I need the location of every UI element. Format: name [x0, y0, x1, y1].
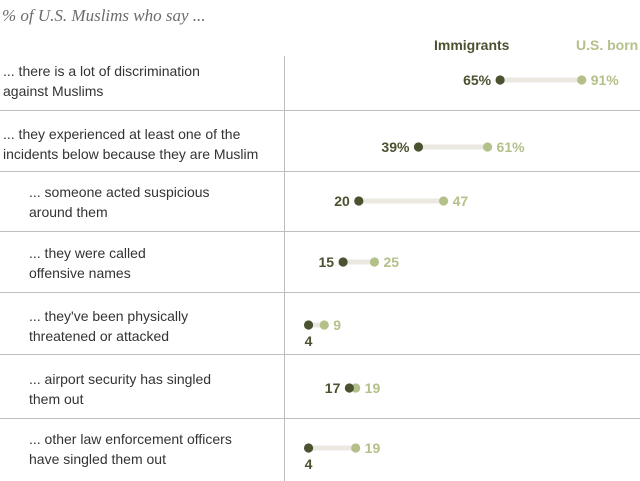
- us-born-value-label: 61%: [497, 139, 526, 155]
- us-born-dot: [438, 196, 449, 206]
- row-divider: [0, 231, 640, 232]
- immigrants-value-label: 4: [305, 456, 313, 472]
- immigrants-dot: [354, 196, 364, 206]
- row-divider: [0, 292, 640, 293]
- us-born-value-label: 9: [333, 317, 341, 333]
- row-divider: [0, 354, 640, 355]
- row-label-0: ... there is a lot of discrimination agai…: [3, 63, 200, 99]
- us-born-value-label: 25: [384, 254, 400, 270]
- immigrants-dot: [338, 257, 348, 267]
- row-divider: [0, 110, 640, 111]
- y-axis-line: [284, 56, 285, 481]
- immigrants-dot: [413, 142, 424, 152]
- row-label-3: ... they were called offensive names: [29, 245, 146, 281]
- us-born-dot: [577, 75, 587, 85]
- row-label-2: ... someone acted suspicious around them: [29, 184, 210, 220]
- immigrants-dot: [344, 383, 354, 393]
- immigrants-value-label: 65%: [463, 72, 492, 88]
- immigrants-value-label: 20: [334, 193, 350, 209]
- immigrants-value-label: 17: [325, 380, 341, 396]
- row-label-5: ... airport security has singled them out: [29, 371, 212, 407]
- row-divider: [0, 171, 640, 172]
- us-born-dot: [351, 443, 361, 453]
- us-born-value-label: 47: [453, 193, 469, 209]
- immigrants-dot: [303, 443, 314, 453]
- immigrants-dot: [495, 75, 505, 85]
- row-label-4: ... they've been physically threatened or…: [29, 308, 189, 344]
- row-label-6: ... other law enforcement officers have s…: [29, 431, 232, 467]
- us-born-value-label: 19: [365, 380, 381, 396]
- us-born-dot: [482, 142, 493, 152]
- legend-immigrants: Immigrants: [434, 37, 510, 53]
- immigrants-value-label: 39%: [381, 139, 410, 155]
- us-born-dot: [369, 257, 380, 267]
- legend-us-born: U.S. born: [576, 37, 639, 53]
- us-born-value-label: 91%: [591, 72, 620, 88]
- immigrants-value-label: 4: [305, 333, 313, 349]
- immigrants-value-label: 15: [319, 254, 335, 270]
- immigrants-dot: [303, 320, 314, 330]
- us-born-dot: [319, 320, 329, 330]
- row-divider: [0, 418, 640, 419]
- row-label-1: ... they experienced at least one of the…: [3, 126, 259, 162]
- us-born-value-label: 19: [365, 440, 381, 456]
- chart-title: % of U.S. Muslims who say ...: [2, 6, 206, 25]
